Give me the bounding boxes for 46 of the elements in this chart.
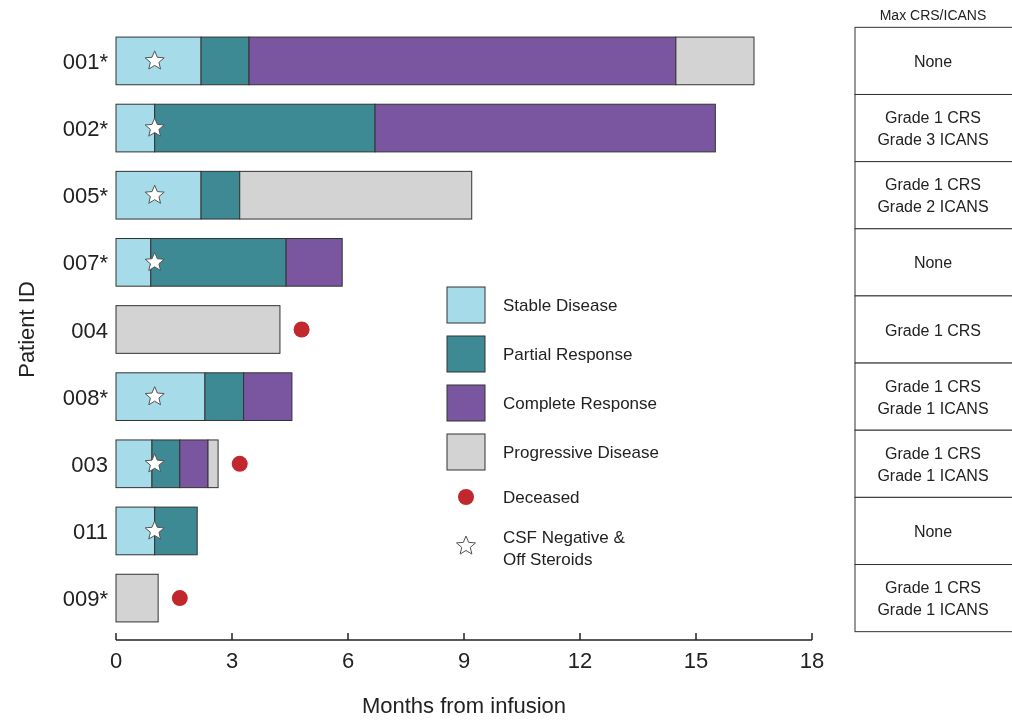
bar xyxy=(115,573,159,623)
legend-label: Stable Disease xyxy=(503,296,618,315)
text: Grade 1 CRS xyxy=(884,321,982,339)
x-tick-label: 15 xyxy=(683,648,709,673)
point xyxy=(171,590,188,607)
legend-label: CSF Negative & Off Steroids xyxy=(503,528,626,569)
y-tick-label: 001* xyxy=(62,48,109,74)
x-tick-label: 9 xyxy=(457,648,471,673)
x-tick-label: 12 xyxy=(567,648,593,673)
text: None xyxy=(913,522,953,540)
y-tick-label: 005* xyxy=(62,183,109,209)
x-tick-label: 0 xyxy=(109,648,123,673)
text: Grade 1 CRS Grade 2 ICANS xyxy=(877,176,989,216)
point xyxy=(144,251,165,271)
x-tick-label: 18 xyxy=(799,648,825,673)
x-tick-label: 3 xyxy=(225,648,239,673)
text: Grade 1 CRS Grade 1 ICANS xyxy=(877,579,989,619)
y-tick-label: 002* xyxy=(62,116,109,142)
y-tick-label: 004 xyxy=(71,317,108,343)
text: Grade 1 CRS Grade 3 ICANS xyxy=(877,109,989,149)
point xyxy=(144,184,165,204)
point xyxy=(144,453,165,473)
point xyxy=(144,50,165,70)
legend-label: Progressive Disease xyxy=(503,443,659,462)
x-axis-title: Months from infusion xyxy=(361,693,567,718)
text: Grade 1 CRS Grade 1 ICANS xyxy=(877,377,989,417)
point xyxy=(144,117,165,137)
text: None xyxy=(913,254,953,272)
point xyxy=(293,321,310,338)
bar xyxy=(115,305,281,354)
point xyxy=(144,520,165,540)
y-tick-label: 008* xyxy=(62,384,109,410)
legend-label: Partial Response xyxy=(503,345,633,364)
point xyxy=(231,455,248,472)
text: Grade 1 CRS Grade 1 ICANS xyxy=(877,444,989,484)
y-tick-label: 009* xyxy=(62,586,109,612)
y-tick-label: 007* xyxy=(62,250,109,276)
text: None xyxy=(913,52,953,70)
legend-label: Complete Response xyxy=(503,394,658,413)
y-tick-label: 003 xyxy=(71,451,108,477)
text: Max CRS/ICANS xyxy=(879,7,987,23)
legend-label: Deceased xyxy=(503,488,580,507)
x-tick-label: 6 xyxy=(341,648,355,673)
point xyxy=(144,386,165,406)
y-axis-title: Patient ID xyxy=(14,281,39,378)
y-tick-label: 011 xyxy=(72,518,108,544)
